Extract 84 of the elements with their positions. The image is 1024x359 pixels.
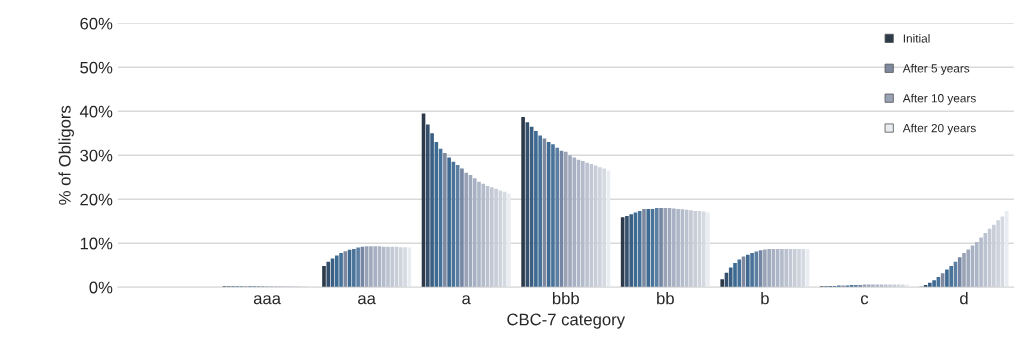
x-tick-label: a [462,295,471,305]
bar [706,212,710,288]
bar [430,133,434,288]
x-tick-label: c [860,295,869,305]
bar [572,157,577,288]
bar [974,241,979,288]
bar [563,151,568,288]
bar [750,252,754,288]
legend-label: After 5 years [902,63,970,75]
y-tick-label: 20% [80,193,113,206]
bar [945,269,949,288]
bar [637,211,642,288]
bar [720,279,725,288]
bar [629,214,633,288]
bar [928,282,932,288]
bar [352,248,356,288]
bar [585,162,589,288]
bar [854,285,858,288]
bar [555,147,560,288]
bar [625,215,629,288]
bar [979,237,983,288]
bar [521,117,525,288]
bar [676,208,680,288]
bar [728,267,733,288]
bar [334,255,339,288]
bar [322,266,326,288]
bar [425,124,430,288]
legend-label: After 10 years [902,93,976,105]
bar [443,153,447,288]
bar [373,246,377,288]
bar [792,248,797,288]
bar [507,193,511,288]
bar [672,208,676,288]
bar [390,246,395,288]
bar [568,155,572,288]
bar [326,261,331,288]
bar [642,208,646,288]
y-tick-label: 30% [80,149,113,162]
bar [966,249,971,288]
x-axis-title: CBC-7 category [507,313,626,329]
bar [460,168,464,288]
bar [477,181,481,288]
legend-label: After 20 years [902,123,976,135]
y-tick-label: 10% [80,237,113,250]
bar [646,208,651,288]
bar [932,280,936,288]
bar [381,246,386,288]
bar [546,142,551,288]
bar [489,187,494,288]
bar [339,252,343,288]
x-tick-label: aa [358,295,376,305]
bar [763,249,767,288]
bar [784,248,789,288]
bar [538,135,542,288]
x-tick-label: bbb [552,292,579,305]
bar [369,246,373,288]
bar [949,266,953,288]
y-tick-label: 40% [79,105,113,118]
bar [858,285,862,288]
bar [767,248,771,288]
x-tick-label: d [960,292,968,305]
bar [481,183,486,288]
y-tick-label: 0% [89,281,113,294]
x-tick-label: bb [657,292,674,305]
x-tick-label: b [761,292,769,305]
y-tick-label: 50% [80,61,113,74]
y-axis-title: % of Obligors [58,105,74,205]
bar [957,257,962,288]
bar [464,172,469,288]
bar [659,208,663,288]
y-tick-label: 60% [80,17,113,30]
bar [962,252,966,288]
bar [472,178,477,288]
x-tick-label: aaa [253,295,281,305]
bar [551,144,555,288]
bar [737,259,742,288]
bar [745,254,750,288]
bar [534,131,538,288]
legend-label: Initial [903,33,930,43]
bar [654,208,659,288]
bar [356,247,360,288]
bar [733,263,737,288]
bar [581,160,585,288]
bar [447,157,451,288]
